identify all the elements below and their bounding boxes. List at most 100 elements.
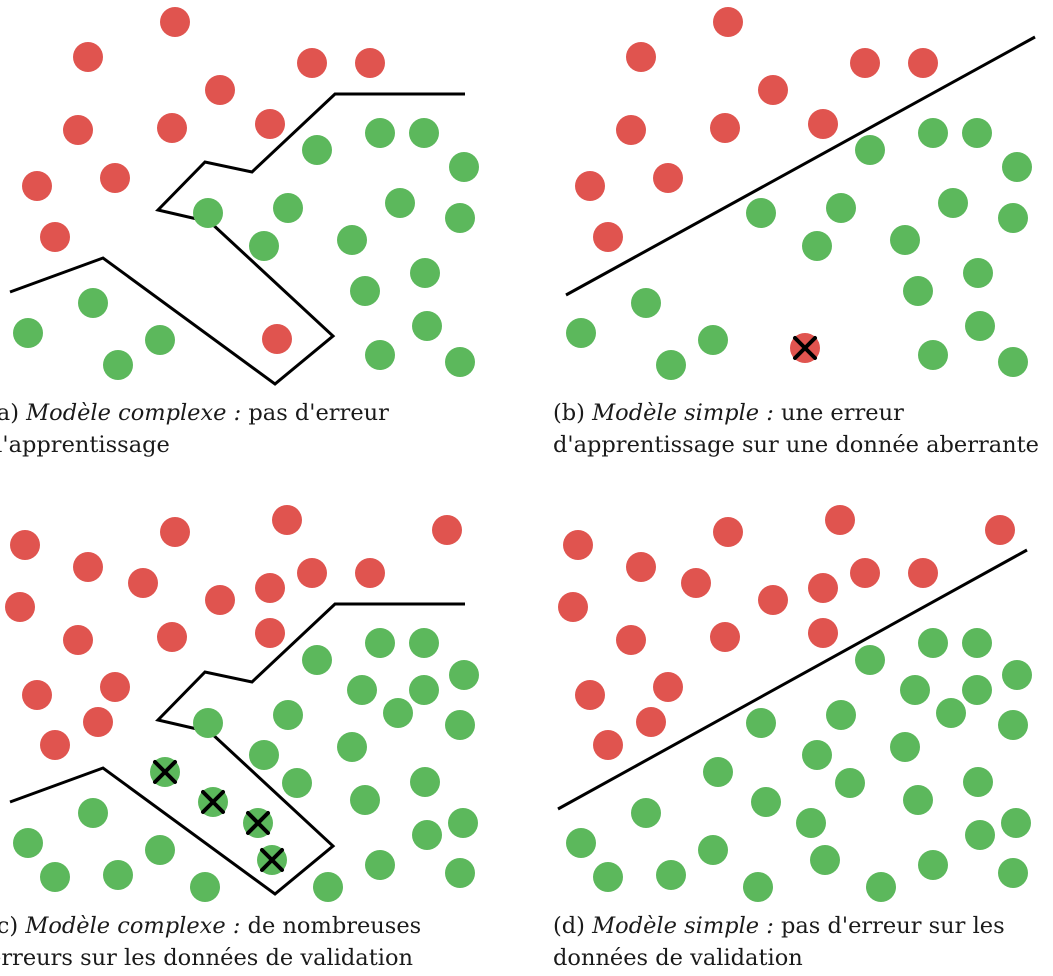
green-point: [903, 276, 933, 306]
red-point: [593, 222, 623, 252]
green-point: [802, 740, 832, 770]
green-point: [410, 767, 440, 797]
green-point: [826, 193, 856, 223]
green-point: [445, 858, 475, 888]
caption-model: Modèle simple :: [592, 400, 774, 426]
green-point: [1001, 808, 1031, 838]
red-point: [616, 625, 646, 655]
red-point: [653, 672, 683, 702]
green-point: [365, 118, 395, 148]
green-point: [746, 708, 776, 738]
red-point: [355, 558, 385, 588]
error-cross-icon: [246, 811, 270, 835]
green-point: [409, 118, 439, 148]
red-point: [22, 680, 52, 710]
green-point: [249, 740, 279, 770]
green-point: [302, 135, 332, 165]
caption-c: (c) Modèle complexe : de nombreuses erre…: [0, 910, 498, 974]
red-point: [985, 515, 1015, 545]
caption-a: (a) Modèle complexe : pas d'erreur d'app…: [0, 397, 498, 461]
green-point: [962, 628, 992, 658]
green-point: [802, 231, 832, 261]
green-point: [337, 225, 367, 255]
green-point: [938, 188, 968, 218]
caption-text: pas d'erreur d'apprentissage: [0, 400, 389, 458]
green-point: [962, 118, 992, 148]
red-point: [713, 7, 743, 37]
red-point: [40, 730, 70, 760]
green-point: [385, 188, 415, 218]
red-point: [272, 505, 302, 535]
panel-c: (c) Modèle complexe : de nombreuses erre…: [0, 500, 500, 971]
caption-b: (b) Modèle simple : une erreur d'apprent…: [553, 397, 1053, 461]
caption-model: Modèle complexe :: [26, 400, 242, 426]
green-point: [796, 808, 826, 838]
caption-text: une erreur d'apprentissage sur une donné…: [553, 400, 1040, 458]
green-point: [890, 732, 920, 762]
red-point: [63, 115, 93, 145]
green-point: [698, 325, 728, 355]
red-point: [255, 618, 285, 648]
red-point: [205, 75, 235, 105]
red-point: [128, 568, 158, 598]
caption-prefix: (a): [0, 400, 19, 426]
caption-model: Modèle complexe :: [25, 913, 241, 939]
red-point: [205, 585, 235, 615]
simple-decision-boundary: [565, 35, 1036, 297]
red-point: [5, 592, 35, 622]
red-point: [160, 7, 190, 37]
red-point: [157, 113, 187, 143]
green-point: [918, 118, 948, 148]
red-point: [850, 48, 880, 78]
panel-d: (d) Modèle simple : pas d'erreur sur les…: [553, 500, 1053, 971]
green-point: [273, 700, 303, 730]
red-point: [22, 171, 52, 201]
green-point: [998, 710, 1028, 740]
green-point: [409, 675, 439, 705]
red-point: [681, 568, 711, 598]
green-point: [347, 675, 377, 705]
red-point: [575, 680, 605, 710]
green-point: [365, 340, 395, 370]
green-point: [900, 675, 930, 705]
red-point: [616, 115, 646, 145]
green-point: [145, 835, 175, 865]
caption-text: pas d'erreur sur les données de validati…: [553, 913, 1005, 971]
green-point: [1002, 660, 1032, 690]
panel-a: (a) Modèle complexe : pas d'erreur d'app…: [0, 0, 500, 458]
green-point: [412, 820, 442, 850]
caption-prefix: (c): [0, 913, 19, 939]
red-point: [10, 530, 40, 560]
green-point: [13, 828, 43, 858]
error-cross-icon: [153, 760, 177, 784]
green-point: [936, 698, 966, 728]
green-point: [273, 193, 303, 223]
green-point: [810, 845, 840, 875]
red-point: [297, 558, 327, 588]
caption-d: (d) Modèle simple : pas d'erreur sur les…: [553, 910, 1053, 974]
red-point: [432, 515, 462, 545]
red-point: [713, 517, 743, 547]
green-point: [13, 318, 43, 348]
red-point: [636, 707, 666, 737]
red-point: [710, 622, 740, 652]
green-point: [918, 340, 948, 370]
green-point: [448, 808, 478, 838]
green-point: [313, 872, 343, 902]
caption-prefix: (b): [553, 400, 593, 426]
red-point: [297, 48, 327, 78]
green-point: [103, 350, 133, 380]
green-point: [826, 700, 856, 730]
green-point: [631, 798, 661, 828]
green-point: [40, 862, 70, 892]
red-point: [825, 505, 855, 535]
green-point: [593, 862, 623, 892]
green-point: [698, 835, 728, 865]
green-point: [998, 203, 1028, 233]
red-point: [563, 530, 593, 560]
red-point: [758, 585, 788, 615]
green-point: [350, 276, 380, 306]
red-point: [710, 113, 740, 143]
green-point: [103, 860, 133, 890]
green-point: [918, 628, 948, 658]
